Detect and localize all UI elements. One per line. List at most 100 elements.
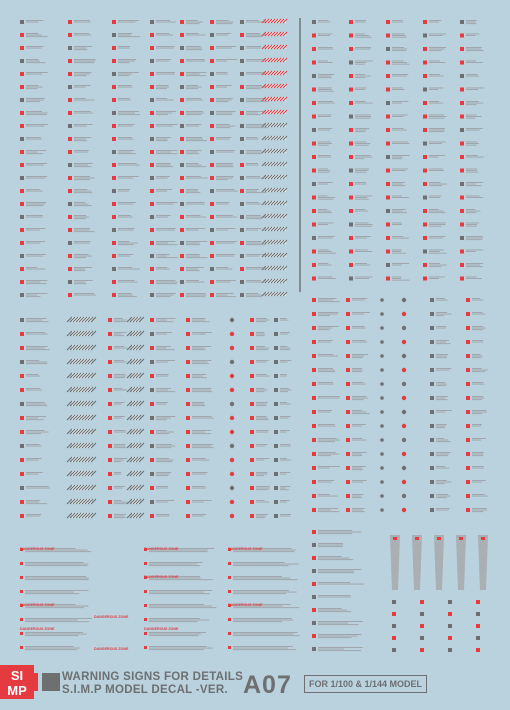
warning-decal-mark <box>274 374 278 378</box>
warning-decal-text-line <box>74 257 87 259</box>
warning-decal-text-line <box>256 487 270 489</box>
warning-decal-text-line <box>156 112 172 114</box>
warning-decal-text-line <box>26 20 44 21</box>
warning-decal-text-line <box>118 151 132 153</box>
warning-decal-mark <box>180 85 184 89</box>
warning-decal-text-line <box>246 46 262 47</box>
warning-decal-mark <box>346 494 350 498</box>
warning-decal-text-line <box>318 114 332 116</box>
warning-decal-text-line <box>355 21 366 23</box>
warning-decal-mark <box>346 368 350 372</box>
tapered-stripe <box>390 535 400 590</box>
hazard-stripe-line <box>276 70 282 76</box>
warning-decal-text-line <box>118 112 135 114</box>
warning-decal-text-line <box>216 20 229 21</box>
hazard-stripe-line <box>138 512 145 519</box>
warning-decal-text-line <box>26 21 39 23</box>
warning-decal-mark <box>386 101 390 105</box>
hazard-stripe-line <box>132 344 139 351</box>
warning-decal-mark <box>349 114 353 119</box>
warning-decal-mark <box>68 46 72 50</box>
warning-decal-text-line <box>156 461 172 463</box>
warning-decal-mark <box>460 249 464 254</box>
warning-decal-mark <box>312 410 316 414</box>
hazard-stripe-line <box>132 442 139 449</box>
warning-decal-mark <box>346 312 350 316</box>
warning-decal-text-line <box>74 46 93 47</box>
warning-decal-text-line <box>233 649 297 651</box>
warning-decal-text-line <box>392 212 407 214</box>
warning-decal-text-line <box>256 445 265 447</box>
warning-decal-text-line <box>118 99 132 101</box>
hazard-stripe-line <box>90 386 97 393</box>
warning-decal-text-line <box>26 503 48 505</box>
round-warning-mark <box>229 513 235 519</box>
warning-decal-text-line <box>192 486 206 487</box>
warning-decal-text-line <box>74 111 91 112</box>
warning-decal-text-line <box>192 349 206 351</box>
warning-decal-mark <box>210 137 214 141</box>
hazard-stripe-line <box>84 512 91 519</box>
warning-decal-text-line <box>392 168 408 170</box>
warning-decal-text-line <box>318 128 333 129</box>
warning-decal-text-line <box>156 140 168 142</box>
warning-decal-text-line <box>25 565 88 567</box>
warning-decal-text-line <box>114 459 124 461</box>
warning-decal-mark <box>346 396 350 400</box>
warning-decal-text-line <box>352 327 366 329</box>
warning-decal-text-line <box>25 577 89 579</box>
hazard-stripe-line <box>84 344 91 351</box>
warning-decal-mark <box>466 326 470 330</box>
warning-decal-text-line <box>466 251 476 252</box>
warning-decal-text-line <box>156 153 178 155</box>
warning-decal-text-line <box>392 47 405 48</box>
hazard-stripe-line <box>69 386 76 393</box>
warning-decal-text-line <box>26 267 38 268</box>
warning-decal-mark <box>150 458 154 462</box>
warning-decal-mark <box>108 360 112 364</box>
hazard-stripe-line <box>270 161 276 167</box>
warning-decal-text-line <box>472 424 482 425</box>
warning-decal-text-line <box>318 608 342 609</box>
warning-decal-mark <box>312 155 316 159</box>
warning-decal-text-line <box>26 402 45 403</box>
warning-decal-text-line <box>392 74 409 75</box>
warning-decal-mark <box>430 382 434 386</box>
hazard-stripe-line <box>138 414 145 421</box>
warning-decal-mark <box>386 195 390 200</box>
dangerous-zone-label: DANGEROUS ZONE <box>228 603 263 607</box>
warning-decal-text-line <box>156 244 178 246</box>
warning-decal-text-line <box>156 254 170 255</box>
warning-decal-mark <box>312 74 316 78</box>
round-warning-mark <box>401 451 407 457</box>
hazard-stripe-line <box>81 400 88 407</box>
round-warning-mark <box>229 401 235 407</box>
round-warning-mark <box>401 297 407 303</box>
warning-decal-text-line <box>318 249 330 251</box>
warning-decal-text-line <box>233 549 297 551</box>
warning-decal-text-line <box>118 21 136 23</box>
warning-decal-text-line <box>26 190 43 192</box>
warning-decal-text-line <box>280 347 291 349</box>
warning-decal-text-line <box>74 229 91 231</box>
warning-decal-text-line <box>352 354 369 355</box>
warning-decal-mark <box>240 280 244 284</box>
warning-decal-text-line <box>186 111 204 112</box>
warning-decal-text-line <box>26 36 48 38</box>
warning-decal-text-line <box>156 111 177 112</box>
warning-decal-text-line <box>216 164 233 166</box>
warning-decal-text-line <box>192 347 205 349</box>
warning-decal-text-line <box>26 124 48 125</box>
round-warning-mark <box>229 471 235 477</box>
round-warning-mark <box>229 443 235 449</box>
hazard-stripe-line <box>270 135 276 141</box>
dangerous-zone-label: DANGEROUS ZONE <box>94 615 129 619</box>
warning-decal-text-line <box>355 87 367 89</box>
hazard-stripe-line <box>75 456 82 463</box>
warning-decal-text-line <box>355 197 368 198</box>
warning-decal-text-line <box>280 375 287 377</box>
warning-decal-text-line <box>118 137 132 138</box>
warning-decal-text-line <box>186 163 199 164</box>
warning-decal-text-line <box>280 501 287 503</box>
warning-decal-mark <box>228 646 231 649</box>
